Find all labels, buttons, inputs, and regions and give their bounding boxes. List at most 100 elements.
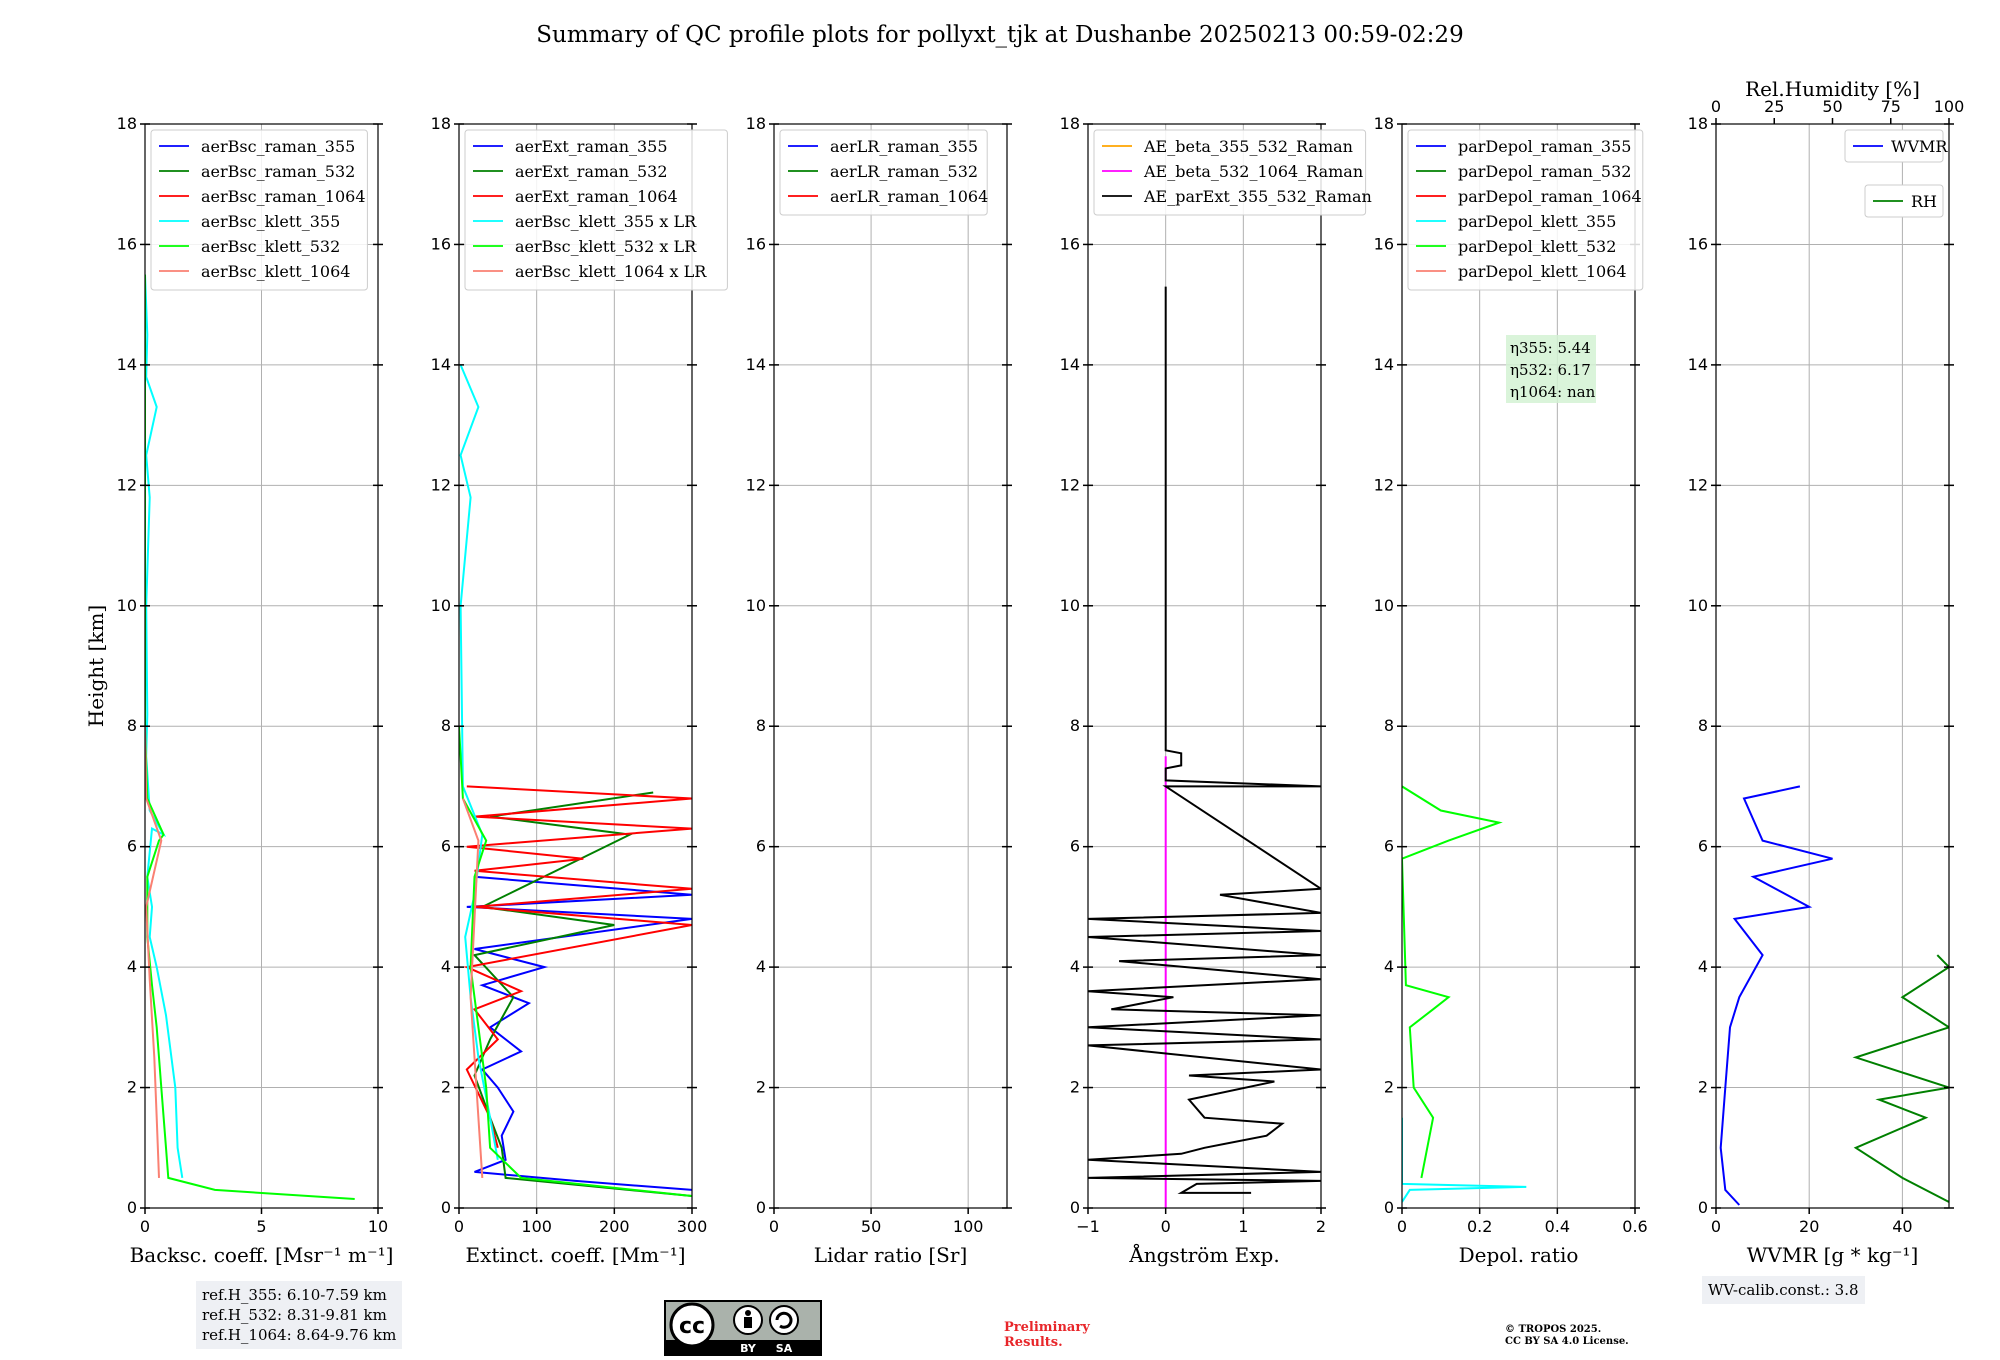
y-tick-label: 6 (756, 837, 766, 856)
legend-box (464, 129, 728, 291)
legend-label: parDepol_klett_1064 (1458, 262, 1627, 281)
eta-annotation: η532: 6.17 (1510, 361, 1591, 379)
y-tick-label: 2 (1384, 1078, 1394, 1097)
axes-frame (773, 123, 1008, 1209)
y-tick-label: 18 (746, 114, 766, 133)
y-tick-label: 0 (1384, 1198, 1394, 1217)
y-tick-label: 12 (746, 475, 766, 494)
legend-box (1844, 129, 1944, 163)
y-tick-label: 4 (756, 957, 766, 976)
legend-label: RH (1911, 192, 1937, 211)
y-tick-label: 6 (127, 837, 137, 856)
y-tick-label: 8 (127, 716, 137, 735)
legend-label: aerExt_raman_532 (515, 162, 668, 181)
y-tick-label: 0 (1070, 1198, 1080, 1217)
legend-label: parDepol_klett_532 (1458, 237, 1616, 256)
y-tick-label: 10 (746, 596, 766, 615)
x-tick-label: 20 (1799, 1217, 1819, 1236)
y-tick-label: 16 (431, 234, 451, 253)
y-tick-label: 16 (1688, 234, 1708, 253)
legend-label: aerLR_raman_1064 (830, 187, 988, 206)
series-line-aerBsc_klett_532-x-LR (459, 726, 692, 1197)
y-tick-label: 6 (1698, 837, 1708, 856)
legend-label: aerBsc_raman_355 (201, 137, 355, 156)
y-tick-label: 8 (756, 716, 766, 735)
y-tick-label: 4 (1070, 957, 1080, 976)
x-axis-label: Extinct. coeff. [Mm⁻¹] (465, 1243, 685, 1267)
y-tick-label: 8 (441, 716, 451, 735)
y-tick-label: 4 (1698, 957, 1708, 976)
x-tick-label: 0.6 (1622, 1217, 1647, 1236)
y-tick-label: 16 (1060, 234, 1080, 253)
y-tick-label: 14 (1060, 355, 1080, 374)
y-tick-label: 4 (1384, 957, 1394, 976)
legend-box (150, 129, 368, 291)
y-tick-label: 10 (1374, 596, 1394, 615)
eta-annotation: η1064: nan (1510, 383, 1596, 401)
preliminary-line-2: Results. (1004, 1335, 1063, 1350)
y-tick-label: 4 (127, 957, 137, 976)
y-tick-label: 18 (1060, 114, 1080, 133)
x-tick-label: 100 (521, 1217, 552, 1236)
y-axis-label: Height [km] (84, 605, 108, 727)
x-tick-label: 0 (454, 1217, 464, 1236)
y-tick-label: 0 (441, 1198, 451, 1217)
y-tick-label: 14 (746, 355, 766, 374)
legend-label: AE_beta_532_1064_Raman (1143, 162, 1363, 181)
y-tick-label: 16 (117, 234, 137, 253)
reference-height-box: ref.H_355: 6.10-7.59 km ref.H_532: 8.31-… (196, 1281, 403, 1349)
legend-box (779, 129, 988, 216)
legend-box (1407, 129, 1644, 291)
legend-label: parDepol_raman_1064 (1458, 187, 1642, 206)
preliminary-line-1: Preliminary (1004, 1320, 1090, 1335)
y-tick-label: 12 (1060, 475, 1080, 494)
legend-label: aerBsc_klett_1064 (201, 262, 350, 281)
y-tick-label: 16 (746, 234, 766, 253)
x-tick-label: 40 (1892, 1217, 1912, 1236)
legend-label: aerLR_raman_532 (830, 162, 978, 181)
legend-label: AE_beta_355_532_Raman (1143, 137, 1353, 156)
eta-annotation: η355: 5.44 (1510, 339, 1591, 357)
y-tick-label: 18 (1374, 114, 1394, 133)
series-line-WVMR (1719, 785, 1833, 1206)
y-tick-label: 10 (1060, 596, 1080, 615)
legend-label: AE_parExt_355_532_Raman (1143, 187, 1372, 206)
y-tick-label: 10 (1688, 596, 1708, 615)
y-tick-label: 2 (1070, 1078, 1080, 1097)
x-tick-label: 0 (1711, 1217, 1721, 1236)
x-axis-label: Lidar ratio [Sr] (814, 1243, 968, 1267)
y-tick-label: 2 (756, 1078, 766, 1097)
y-tick-label: 8 (1698, 716, 1708, 735)
y-tick-label: 2 (441, 1078, 451, 1097)
x-tick-label: 2 (1316, 1217, 1326, 1236)
axes-frame (1401, 123, 1636, 1209)
panel-1: 0 2 4 6 8 10 12 14 16 18 0 5 10 Backsc. coeff. [Msr⁻¹… (84, 114, 393, 1267)
ref-height-1064: ref.H_1064: 8.64-9.76 km (202, 1326, 397, 1344)
legend-label: aerBsc_klett_1064 x LR (515, 262, 707, 281)
x-tick-label: 0 (769, 1217, 779, 1236)
x-tick-label: 200 (599, 1217, 630, 1236)
x-tick-label: 1 (1238, 1217, 1248, 1236)
legend-label: aerBsc_raman_532 (201, 162, 355, 181)
y-tick-label: 12 (1688, 475, 1708, 494)
y-tick-label: 12 (117, 475, 137, 494)
legend-label: aerBsc_klett_355 (201, 212, 340, 231)
series-line-aerBsc_klett_355 (145, 274, 184, 1179)
cc-badge-by: BY (740, 1342, 757, 1355)
series-line-aerBsc_klett_1064-x-LR (461, 798, 484, 1178)
y-tick-label: 14 (1688, 355, 1708, 374)
copyright-line-1: © TROPOS 2025. (1505, 1324, 1602, 1335)
axes-frame (1087, 123, 1322, 1209)
wv-calibration-box: WV-calib.const.: 3.8 (1702, 1276, 1865, 1304)
y-tick-label: 2 (1698, 1078, 1708, 1097)
x-tick-label: 100 (953, 1217, 984, 1236)
figure-title: Summary of QC profile plots for pollyxt_… (536, 22, 1464, 48)
eta-annotation-box (1506, 335, 1596, 403)
y-tick-label: 0 (756, 1198, 766, 1217)
series-line-RH (1852, 954, 1949, 1203)
y-tick-label: 14 (431, 355, 451, 374)
x-tick-label: 10 (368, 1217, 388, 1236)
y-tick-label: 16 (1374, 234, 1394, 253)
